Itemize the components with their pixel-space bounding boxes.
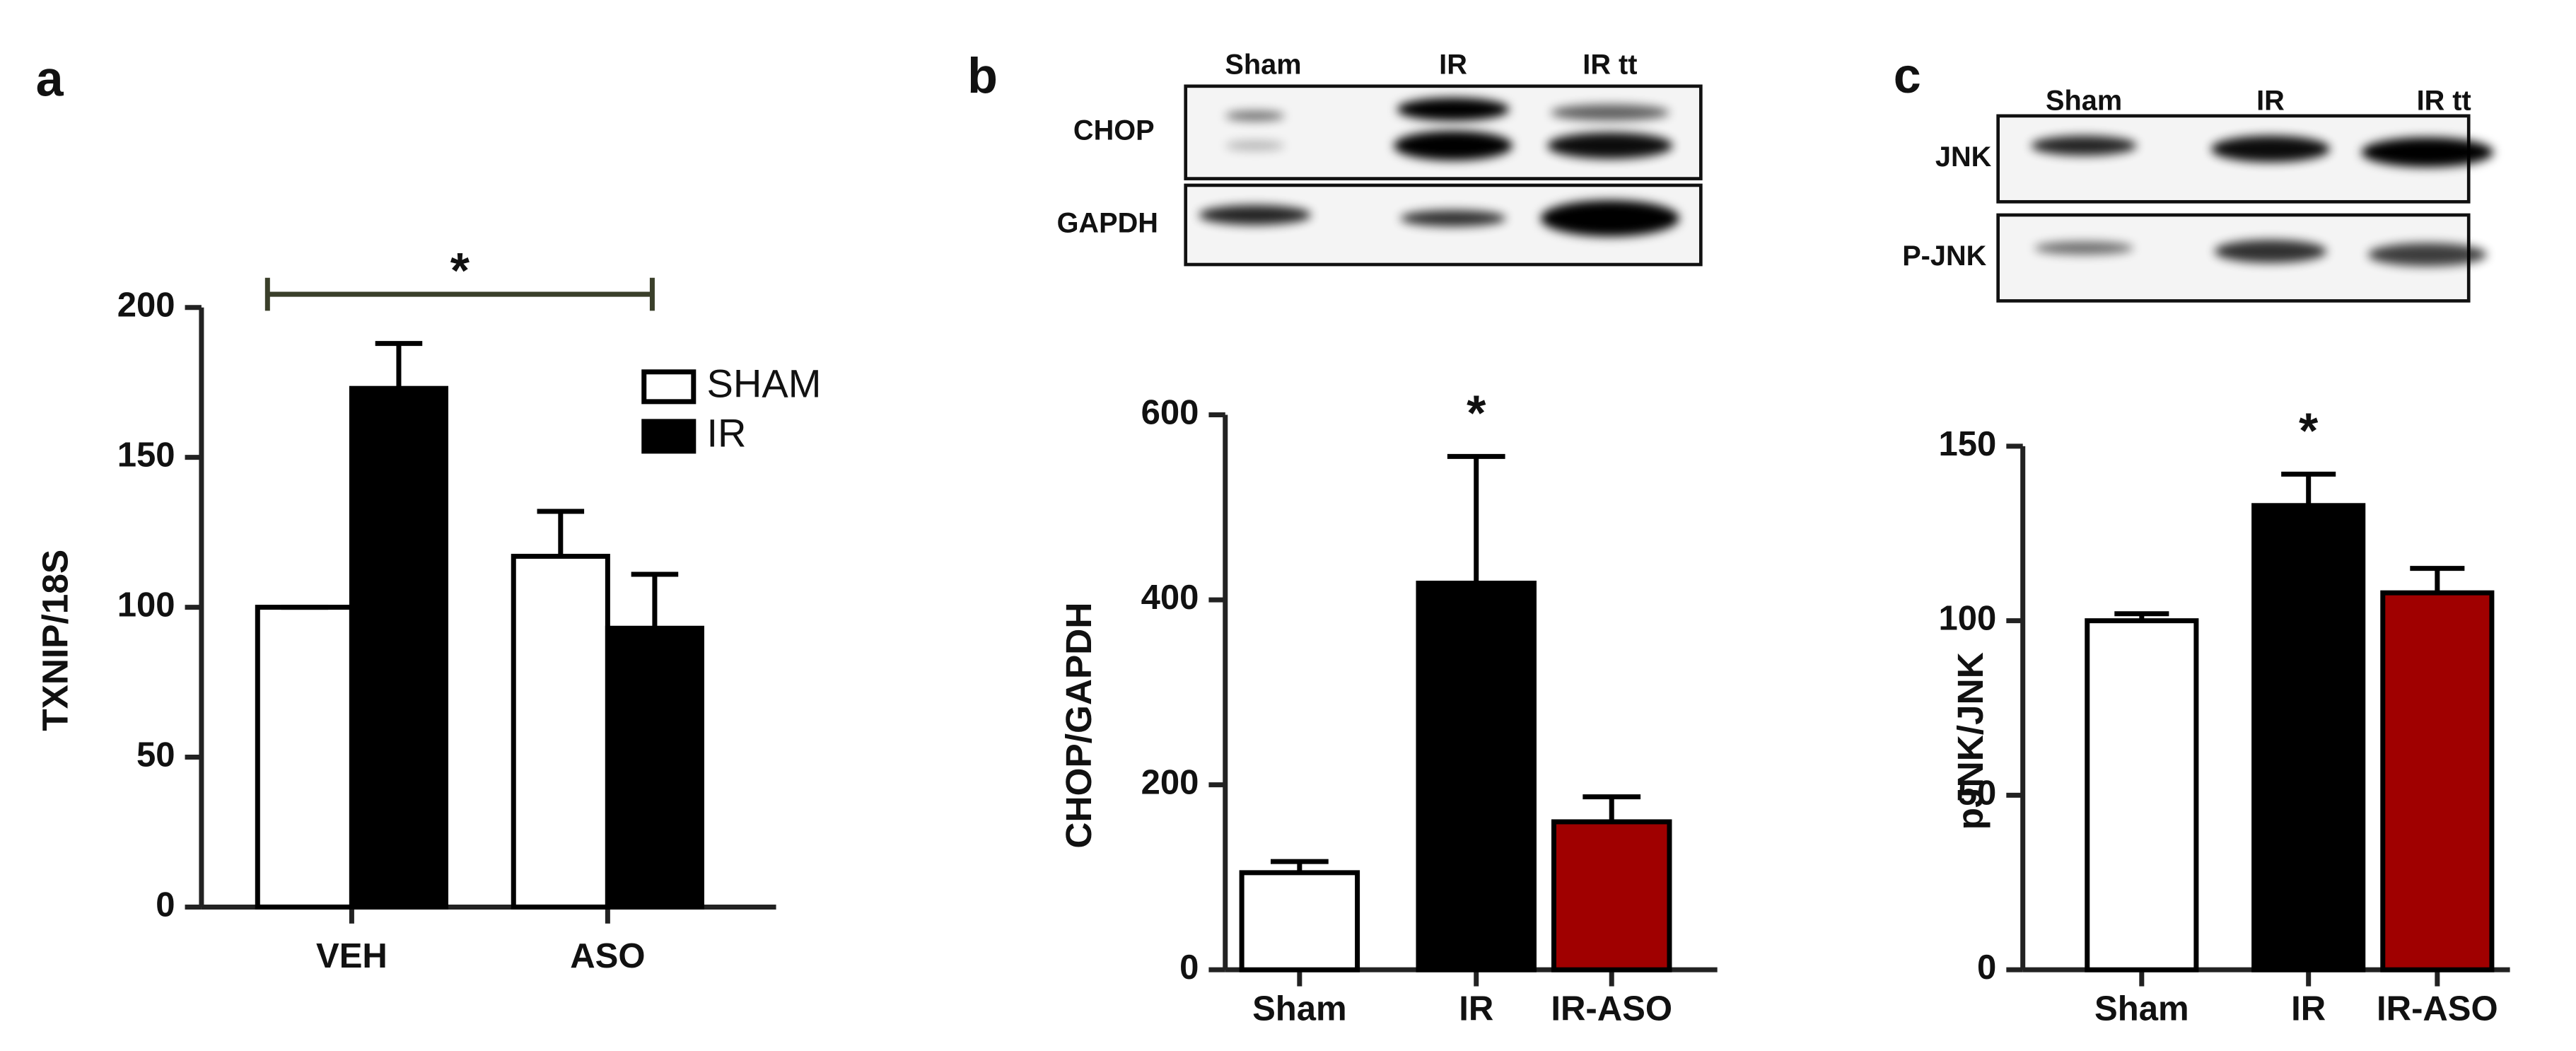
error-bar (2281, 471, 2336, 506)
error-bar (375, 341, 423, 389)
blot-band (2214, 240, 2327, 263)
panel-label: a (36, 52, 64, 107)
blot-band (1400, 209, 1506, 227)
x-tick-label: IR-ASO (1551, 990, 1672, 1028)
legend-label: SHAM (706, 361, 821, 406)
blot-band (1397, 98, 1510, 121)
blot-band (1225, 140, 1285, 151)
y-tick-label: 0 (1977, 948, 1996, 987)
error-bar (1270, 859, 1329, 873)
significance-star: * (1467, 385, 1486, 441)
blot-band (1393, 130, 1513, 161)
x-tick-label: IR (1459, 990, 1493, 1028)
y-tick-label: 200 (1141, 764, 1199, 802)
blot-band (1540, 199, 1679, 237)
blot-band (2361, 137, 2494, 168)
bar (2380, 590, 2495, 972)
y-axis-label: pJNK/JNK (1950, 652, 1991, 830)
lane-label: Sham (2046, 86, 2122, 117)
y-axis-label: CHOP/GAPDH (1058, 602, 1099, 848)
legend-swatch (641, 369, 697, 405)
significance-bracket (264, 277, 655, 311)
panel-label: c (1894, 48, 1921, 103)
x-tick-label: Sham (1252, 990, 1347, 1028)
row-label: JNK (1935, 141, 1992, 173)
significance-star: * (450, 243, 470, 298)
row-label: P-JNK (1902, 240, 1986, 272)
bar (1239, 870, 1360, 972)
blot-band (2210, 135, 2331, 163)
error-bar (537, 509, 585, 557)
lane-label: IR tt (2417, 86, 2471, 117)
y-tick-label: 0 (156, 885, 175, 924)
row-label: GAPDH (1057, 207, 1158, 238)
y-axis-label: TXNIP/18S (34, 550, 75, 731)
bar (605, 625, 704, 910)
lane-label: IR (1439, 49, 1467, 80)
y-tick-label: 50 (1958, 774, 1997, 812)
blot-band (1199, 204, 1312, 225)
blot-band (2034, 241, 2134, 255)
x-tick-label: IR-ASO (2377, 990, 2498, 1028)
bar (1551, 819, 1672, 972)
bar (511, 554, 610, 910)
y-tick-label: 100 (1939, 600, 1997, 638)
blot-band (2367, 243, 2487, 267)
y-tick-label: 100 (117, 586, 175, 625)
bar (1416, 581, 1537, 972)
blot-band (1550, 104, 1669, 121)
blot-band (2031, 135, 2137, 156)
x-tick-label: Sham (2094, 990, 2189, 1028)
lane-label: IR (2256, 86, 2285, 117)
bar (2085, 618, 2199, 972)
lane-label: IR tt (1583, 49, 1637, 80)
bar (255, 605, 354, 910)
error-bar (631, 571, 679, 629)
y-tick-label: 0 (1179, 948, 1199, 987)
error-bar (2410, 566, 2465, 593)
error-bar (1447, 453, 1505, 583)
x-tick-label: IR (2291, 990, 2326, 1028)
y-tick-label: 150 (1939, 425, 1997, 463)
row-label: CHOP (1073, 115, 1155, 146)
error-bar (1583, 794, 1641, 822)
y-tick-label: 200 (117, 286, 175, 325)
bar (2251, 503, 2366, 972)
blot-band (1547, 132, 1673, 159)
x-tick-label: VEH (316, 937, 387, 975)
x-tick-label: ASO (570, 937, 645, 975)
y-tick-label: 150 (117, 436, 175, 475)
legend-label: IR (706, 411, 746, 455)
bar (349, 385, 449, 910)
blot-band (1225, 110, 1285, 121)
lane-label: Sham (1225, 49, 1301, 80)
legend-swatch (641, 419, 697, 454)
y-tick-label: 50 (136, 736, 175, 774)
panel-label: b (967, 48, 998, 103)
y-tick-label: 400 (1141, 579, 1199, 617)
y-tick-label: 600 (1141, 393, 1199, 431)
error-bar (2114, 611, 2169, 621)
significance-star: * (2299, 403, 2319, 458)
